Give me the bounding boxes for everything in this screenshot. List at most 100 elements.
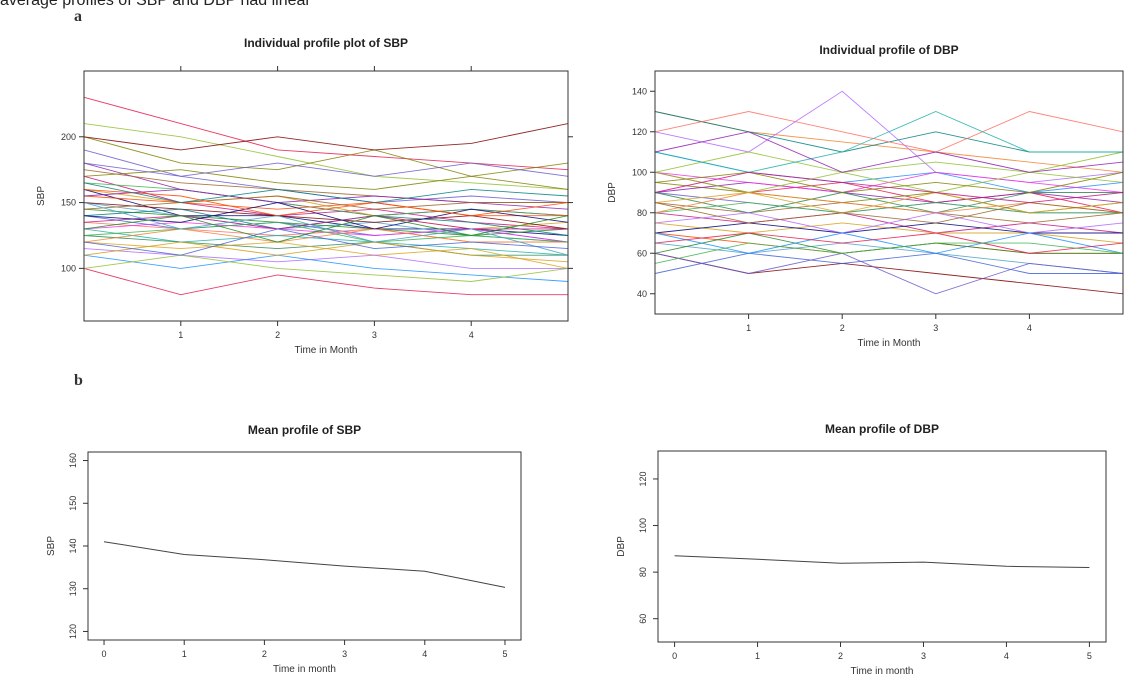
series-line (654, 192, 1124, 214)
series-line (654, 171, 1124, 193)
panel-label-a: a (74, 8, 82, 25)
series-line (654, 252, 1124, 295)
chart-dbp_individual: Individual profile of DBP 1 2 3 4 40 60 80 100 12… (607, 43, 1124, 349)
x-tick-label: 5 (1087, 651, 1092, 661)
x-axis-label: Time in Month (858, 338, 921, 349)
series-line (654, 222, 1123, 234)
plot-frame (657, 450, 1107, 643)
y-tick-label: 60 (637, 248, 647, 258)
series-line (83, 195, 568, 217)
y-axis-label: DBP (607, 182, 618, 203)
x-tick-label: 2 (840, 323, 845, 333)
series-line (83, 202, 569, 230)
y-axis-label: SBP (36, 186, 47, 206)
x-tick-label: 1 (755, 651, 760, 661)
y-tick-label: 80 (637, 208, 647, 218)
x-tick-label: 3 (921, 651, 926, 661)
y-tick-label: 120 (68, 624, 78, 639)
series-line (83, 182, 569, 204)
y-tick-label: 130 (68, 581, 78, 596)
series-line (83, 254, 569, 282)
series-line (103, 541, 506, 588)
series-line (654, 232, 1124, 254)
series-line (83, 188, 569, 210)
y-tick-label: 140 (68, 538, 78, 553)
panel-label-b: b (74, 372, 83, 389)
caption-text: average profiles of SBP and DBP had line… (0, 0, 311, 9)
chart-dbp_mean: Mean profile of DBP 0 1 2 3 4 5 60 80 100 120 Time … (616, 422, 1107, 677)
series-line (654, 202, 1124, 224)
x-axis-label: Time in month (851, 666, 914, 677)
series-line (83, 221, 569, 243)
series-line (654, 181, 1124, 204)
series-line (83, 228, 568, 243)
series-line (83, 215, 569, 243)
series-line (654, 212, 1124, 234)
series-line (654, 232, 1124, 254)
series-line (83, 202, 569, 230)
series-line (83, 241, 569, 263)
series-line (83, 254, 569, 282)
series-line (83, 169, 569, 190)
x-tick-label: 5 (502, 649, 507, 659)
x-tick-label: 2 (275, 330, 280, 340)
chart-sbp_mean: Mean profile of SBP 0 1 2 3 4 5 120 130 140 150 160… (46, 423, 522, 675)
x-tick-label: 1 (178, 330, 183, 340)
y-axis-label: SBP (46, 536, 57, 556)
y-tick-label: 160 (68, 453, 78, 468)
chart-title: Mean profile of DBP (825, 422, 939, 436)
series-line (83, 267, 568, 296)
y-tick-label: 120 (638, 471, 648, 486)
series-line (83, 215, 568, 230)
series-line (83, 123, 569, 151)
y-tick-label: 100 (632, 167, 647, 177)
x-tick-label: 3 (342, 649, 347, 659)
series-line (674, 555, 1090, 568)
series-line (654, 111, 1123, 173)
x-tick-label: 4 (422, 649, 427, 659)
series-line (83, 208, 569, 236)
series-line (654, 111, 1124, 153)
y-tick-label: 80 (638, 567, 648, 577)
x-tick-label: 3 (372, 330, 377, 340)
plot-frame (87, 451, 522, 641)
x-axis-label: Time in month (273, 664, 336, 675)
chart-sbp_individual: Individual profile plot of SBP 1 2 3 4 100 150… (36, 36, 573, 356)
y-tick-label: 100 (638, 518, 648, 533)
y-tick-label: 140 (632, 86, 647, 96)
y-tick-label: 100 (61, 263, 76, 273)
y-tick-label: 40 (637, 289, 647, 299)
x-tick-label: 4 (1027, 323, 1032, 333)
chart-title: Individual profile of DBP (819, 43, 958, 57)
series-line (83, 175, 569, 230)
series-line (654, 151, 1124, 173)
plot-frame (83, 70, 569, 322)
series-line (654, 131, 1124, 173)
chart-title: Mean profile of SBP (248, 423, 361, 437)
series-line (83, 136, 569, 177)
plot-frame (654, 70, 1124, 315)
series-line (83, 195, 568, 210)
x-tick-label: 4 (1004, 651, 1009, 661)
series-line (654, 252, 1123, 274)
x-tick-label: 0 (102, 649, 107, 659)
y-tick-label: 150 (68, 496, 78, 511)
y-tick-label: 150 (61, 198, 76, 208)
series-line (83, 228, 569, 256)
x-axis-label: Time in Month (295, 345, 358, 356)
x-tick-label: 4 (469, 330, 474, 340)
series-line (83, 162, 569, 177)
x-tick-label: 3 (933, 323, 938, 333)
y-axis-label: DBP (616, 536, 627, 557)
series-line (654, 242, 1124, 264)
y-tick-label: 200 (61, 132, 76, 142)
series-line (83, 248, 568, 269)
x-tick-label: 2 (262, 649, 267, 659)
y-tick-label: 60 (638, 614, 648, 624)
series-line (83, 123, 569, 190)
x-tick-label: 2 (838, 651, 843, 661)
x-tick-label: 0 (672, 651, 677, 661)
series-line (654, 171, 1124, 204)
chart-title: Individual profile plot of SBP (244, 36, 408, 50)
